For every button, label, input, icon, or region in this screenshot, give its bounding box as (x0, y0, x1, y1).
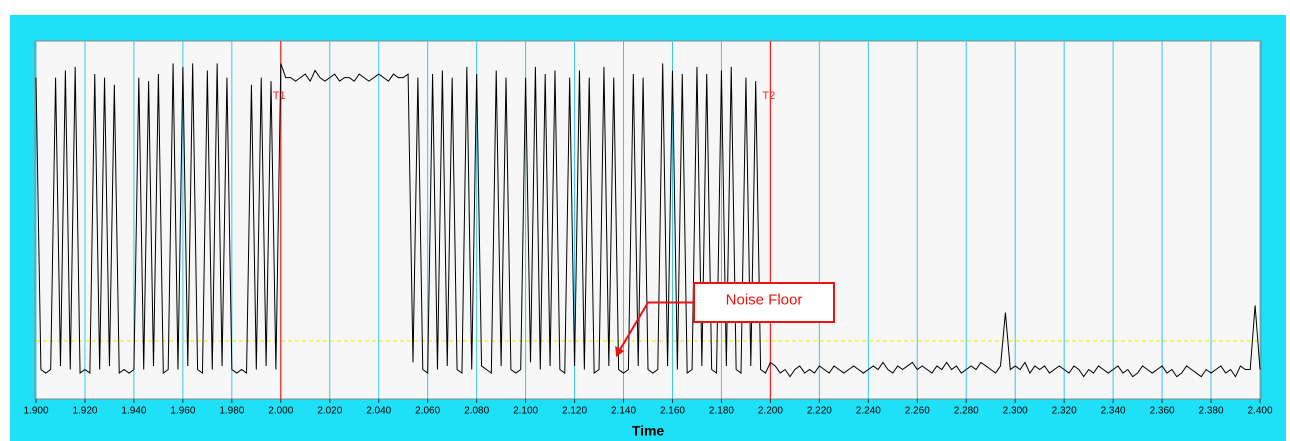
x-tick-label: 2.360 (1150, 406, 1175, 417)
x-tick-label: 2.400 (1247, 406, 1272, 417)
x-tick-label: 1.960 (170, 406, 195, 417)
x-tick-label: 2.040 (366, 406, 391, 417)
x-tick-label: 2.080 (464, 406, 489, 417)
annotation-box (693, 282, 835, 323)
annotation-text: Noise Floor (726, 291, 803, 308)
x-tick-label: 2.020 (317, 406, 342, 417)
x-tick-label: 2.280 (954, 406, 979, 417)
cursor-label: T1 (273, 90, 286, 102)
x-tick-label: 1.900 (23, 406, 48, 417)
x-tick-label: 2.140 (611, 406, 636, 417)
x-tick-label: 2.160 (660, 406, 685, 417)
annotation-arrowhead (615, 346, 625, 358)
x-tick-label: 2.240 (856, 406, 881, 417)
x-tick-label: 2.060 (415, 406, 440, 417)
x-tick-label: 2.100 (513, 406, 538, 417)
x-tick-label: 1.940 (121, 406, 146, 417)
x-tick-label: 2.200 (758, 406, 783, 417)
x-tick-label: 2.000 (268, 406, 293, 417)
marks: Noise Floor (35, 63, 1261, 378)
x-tick-label: 2.320 (1052, 406, 1077, 417)
waveform-line (35, 63, 1261, 378)
x-tick-label: 1.920 (72, 406, 97, 417)
x-tick-label: 2.260 (905, 406, 930, 417)
x-tick-label: 2.120 (562, 406, 587, 417)
x-tick-label: 2.340 (1101, 406, 1126, 417)
x-tick-label: 2.380 (1199, 406, 1224, 417)
x-tick-label: 2.180 (709, 406, 734, 417)
cursor-label: T2 (762, 90, 775, 102)
x-axis-title: Time (632, 423, 665, 439)
annotation-arrow (618, 301, 694, 352)
x-tick-label: 2.220 (807, 406, 832, 417)
x-tick-label: 1.980 (219, 406, 244, 417)
x-tick-label: 2.300 (1003, 406, 1028, 417)
plot-area (34, 40, 1262, 400)
